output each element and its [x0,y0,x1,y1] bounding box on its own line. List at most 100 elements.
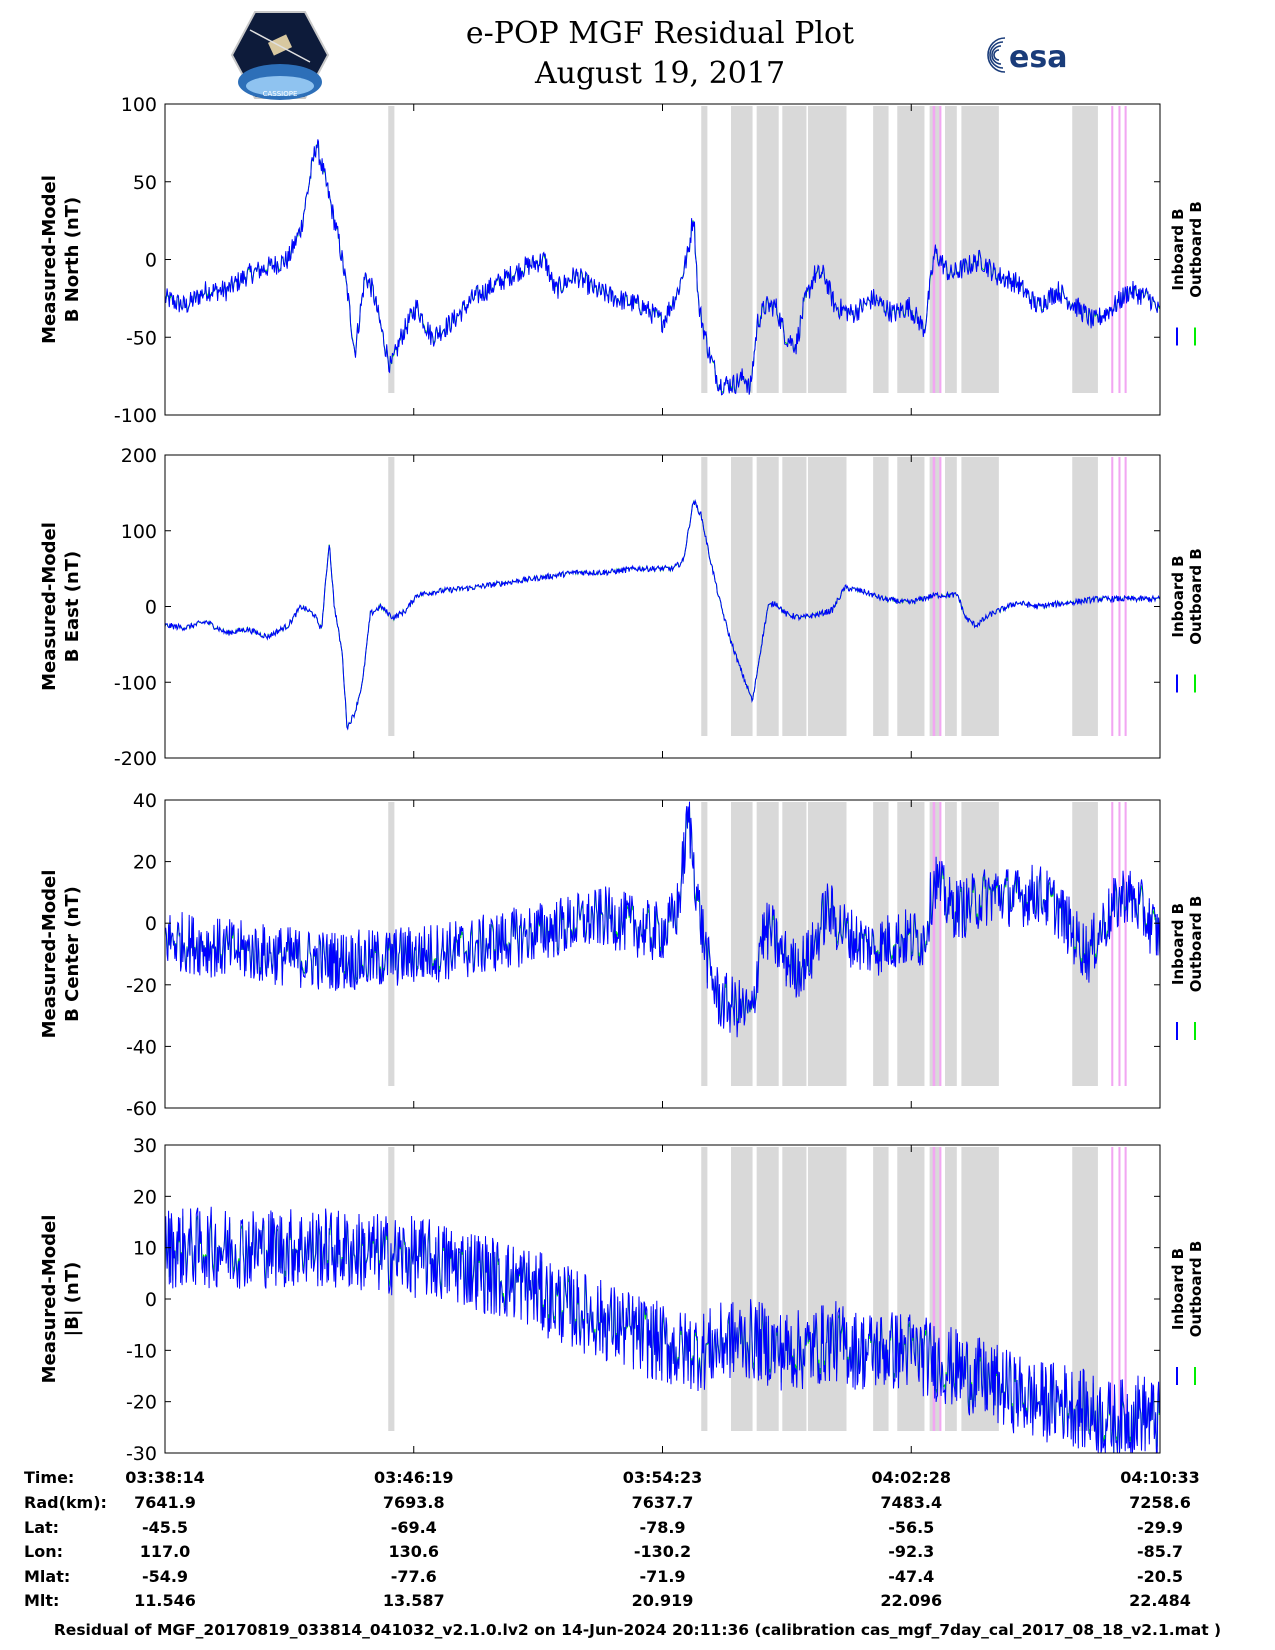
y-tick-label: 20 [133,852,157,874]
gray-band [756,1147,779,1431]
inboard-series-line [164,139,1161,396]
gray-band [844,802,847,1086]
y-axis-label-line-1: Measured-Model [39,870,60,1039]
panel-b-east: 200 100 0 -100 -200 Measured-Model B East (nT)… [39,445,1205,770]
y-tick-label: -20 [126,975,157,997]
gray-band [701,802,708,1086]
pink-band [939,802,942,1086]
legend-inboard-label: Inboard B [1169,555,1187,637]
info-cell: -71.9 [639,1567,686,1586]
title-line-2: August 19, 2017 [534,56,786,91]
info-cell: -130.2 [633,1542,692,1561]
info-row-label: Rad(km): [24,1493,107,1512]
gray-band [961,457,999,736]
residual-chart: 100 50 0 -50 -100 Measured-Model B North (nT) I… [39,94,1205,1465]
outboard-series-line [164,141,1161,394]
gray-band [782,802,807,1086]
legend-inboard-label: Inboard B [1169,208,1187,290]
info-row-label: Lat: [24,1518,60,1537]
pink-band [939,1147,942,1431]
axes-frame [164,1144,1161,1454]
pink-band [1124,802,1127,1086]
gray-band [731,106,753,393]
info-cell: -54.9 [141,1567,189,1586]
legend-outboard-label: Outboard B [1187,201,1205,298]
pink-band [1118,106,1121,393]
gray-band [701,457,708,736]
gray-band [873,106,889,393]
gray-band [944,802,957,1086]
axes-frame [164,454,1161,759]
info-cell: -69.4 [390,1518,437,1537]
esa-logo: esa [987,37,1067,75]
y-tick-label: -50 [126,327,157,349]
gray-band [807,802,847,1086]
pink-band [939,106,942,393]
info-cell: -47.4 [888,1567,935,1586]
info-cell: 20.919 [631,1591,694,1610]
info-cell: -56.5 [888,1518,935,1537]
y-tick-label: -200 [114,748,157,770]
logo-left-text: CASSIOPE [263,90,298,98]
x-tick-label: 03:38:14 [125,1468,205,1487]
info-cell: 7258.6 [1129,1493,1191,1512]
x-tick-label: 03:54:23 [622,1468,703,1487]
info-cell: -20.5 [1136,1567,1184,1586]
info-row-label: Time: [24,1468,75,1487]
y-axis-label-line-1: Measured-Model [39,1215,60,1384]
info-cell: -45.5 [141,1518,189,1537]
info-cell: 22.096 [880,1591,943,1610]
info-cell: 13.587 [382,1591,445,1610]
info-cell: 7693.8 [382,1493,445,1512]
legend-outboard-label: Outboard B [1187,1241,1205,1338]
gray-band [873,1147,889,1431]
y-axis-label-line-2: |B| (nT) [62,1262,83,1337]
gray-band [844,1147,847,1431]
y-tick-label: 30 [133,1135,157,1157]
gray-band [844,457,847,736]
pink-band [1111,802,1114,1086]
y-axis-label-line-2: B North (nT) [62,197,83,323]
y-axis-label-line-2: B Center (nT) [62,886,83,1022]
pink-band [1124,1147,1127,1431]
legend-outboard-label: Outboard B [1187,548,1205,645]
inboard-series-line [164,498,1161,731]
y-tick-label: 100 [121,94,157,116]
pink-band [1124,106,1127,393]
panel-b-north: 100 50 0 -50 -100 Measured-Model B North (nT) I… [39,94,1205,427]
gray-band [701,106,708,393]
pink-band [932,1147,936,1431]
logo-right-text: esa [1009,40,1067,75]
y-tick-label: 100 [121,521,157,543]
gray-band [944,1147,957,1431]
info-cell: -85.7 [1136,1542,1184,1561]
y-tick-label: 50 [133,172,157,194]
x-tick-label: 04:02:28 [871,1468,952,1487]
chart-title: e-POP MGF Residual Plot August 19, 2017 [380,14,940,94]
y-tick-label: -20 [126,1392,157,1414]
gray-band [844,106,847,393]
gray-band [944,457,957,736]
gray-band [388,106,395,393]
gray-band [731,1147,753,1431]
pink-band [1111,106,1114,393]
y-tick-label: 200 [121,445,157,467]
y-tick-label: 0 [145,597,157,619]
outboard-series-line [164,806,1161,1032]
gray-band [1072,106,1098,393]
info-cell: -78.9 [639,1518,686,1537]
gray-band [944,106,957,393]
y-tick-label: -100 [114,405,157,427]
gray-band [961,106,999,393]
panel-b-magnitude: 30 20 10 0 -10 -20 -30 Measured-Model |B| (nT) In… [39,1135,1205,1465]
pink-band [932,106,936,393]
orbit-info-table: Time: 03:38:14 03:46:19 03:54:23 04:02:28 04:… [0,1468,1275,1610]
gray-band [731,457,753,736]
y-axis-label-line-2: B East (nT) [62,551,83,663]
info-cell: -92.3 [888,1542,935,1561]
gray-band [1072,457,1098,736]
inboard-series-line [164,1206,1161,1454]
info-cell: 11.546 [134,1591,196,1610]
info-row-label: Mlt: [24,1591,60,1610]
gray-band [731,802,753,1086]
